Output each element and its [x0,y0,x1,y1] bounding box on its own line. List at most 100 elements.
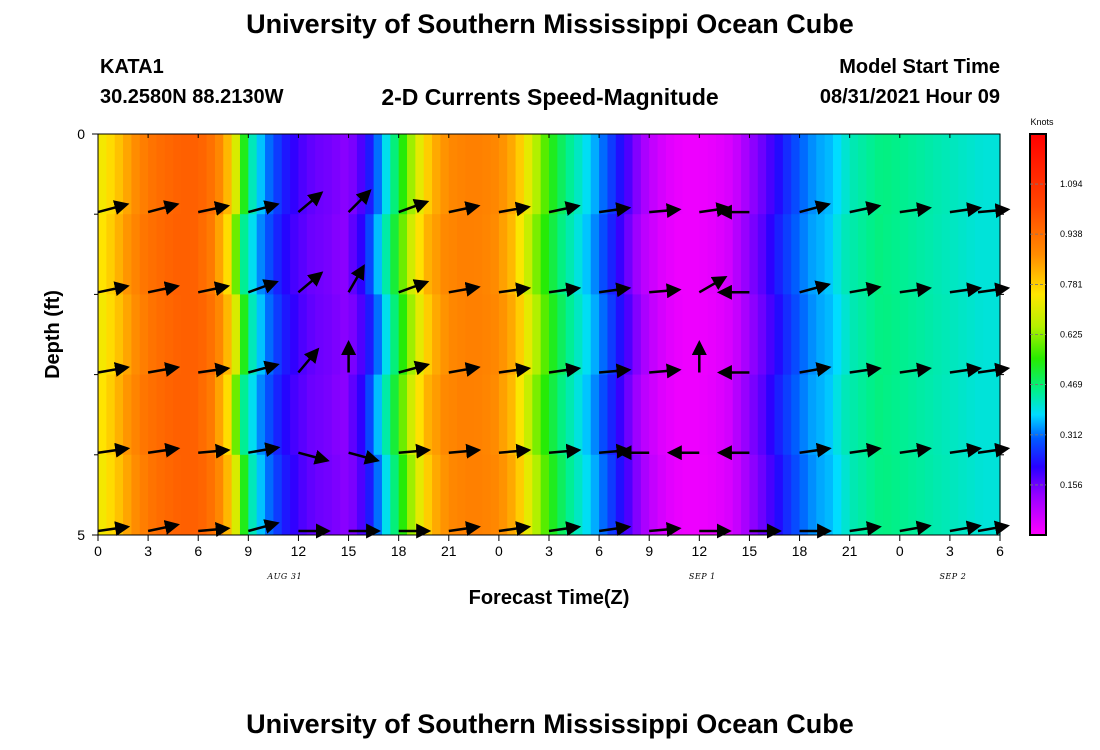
heat-cell [916,214,926,295]
current-vector [598,282,632,298]
heat-cell [498,134,508,215]
current-vector [949,442,983,458]
heat-cell [390,134,400,215]
heat-cell [398,294,408,375]
heat-cell [173,454,183,536]
heat-cell [507,214,517,295]
heat-cell [189,214,199,295]
current-vector [849,362,882,378]
heat-cell [515,134,525,215]
heat-cell [206,134,216,215]
heat-cell [674,134,684,215]
heat-cell [983,294,993,375]
heat-cell [231,294,241,375]
current-vector [899,442,932,458]
heat-cell [883,134,893,215]
current-vector [197,281,231,297]
model-start-time: 08/31/2021 Hour 09 [819,86,1000,108]
heat-cell [799,454,809,536]
axes: 0 3 6 9 12 15 18 21 0 3 6 9 12 15 18 21 0 3 6 AUG 31 SEP 1 SE… [77,126,1004,581]
heat-cell [540,134,550,215]
heat-cell [306,454,316,536]
heat-cell [231,134,241,215]
heat-cell [933,374,943,456]
heat-cell [841,454,851,536]
heat-cell [766,214,776,295]
heat-cell [682,454,692,536]
heat-cell [256,374,266,456]
heat-cell [899,454,909,536]
heat-cell [290,454,300,536]
heat-cell [858,454,867,536]
heat-cell [966,454,976,536]
current-vector [849,281,882,297]
heat-cell [98,374,107,456]
heat-cell [974,294,984,375]
heat-cell [782,374,792,456]
heat-cell [958,374,968,456]
heat-cell [916,374,926,456]
heat-cell [482,374,492,456]
heat-cell [741,134,751,215]
heat-cell [665,214,675,295]
heat-cell [189,374,199,456]
heat-cell [674,294,684,375]
heat-cell [432,454,442,536]
chart-title-bottom: University of Southern Mississippi Ocean… [246,709,854,739]
heat-cell [440,294,450,375]
heat-cell [507,454,517,536]
current-vector [248,442,281,458]
current-vector [147,520,180,535]
heat-cell [874,134,884,215]
x-tick-label: 18 [391,543,407,559]
current-vector [498,282,532,298]
heat-cell [916,134,926,215]
heat-cell [540,374,550,456]
heat-cell [841,374,851,456]
heat-cell [181,294,191,375]
heat-cell [766,374,776,456]
heat-cell [440,374,450,456]
heat-cell [523,294,533,375]
heat-cell [883,214,893,295]
heat-cell [465,294,475,375]
heat-cell [716,454,725,536]
heat-cell [540,294,550,375]
heat-cell [791,134,801,215]
heat-cell [582,214,592,295]
heat-cell [198,454,208,536]
heat-cell [574,134,584,215]
heat-cell [198,294,208,375]
heat-cell [974,214,984,295]
x-tick-label: 3 [144,543,152,559]
heat-cell [682,374,692,456]
heat-cell [131,214,141,295]
heat-cell [473,214,483,295]
heat-cell [974,134,984,215]
heat-cell [482,454,492,536]
heat-cell [298,374,308,456]
heat-cell [465,454,475,536]
current-vector [297,191,324,214]
current-vector [448,201,481,216]
heat-cell [624,374,634,456]
x-tick-label: 12 [291,543,307,559]
heat-cell [331,454,341,536]
heat-cell [657,294,667,375]
heat-cell [306,214,316,295]
heat-cell [858,214,867,295]
current-vector [548,521,582,536]
heat-cell [941,454,951,536]
heat-cell [741,374,751,456]
chart-subtitle: 2-D Currents Speed-Magnitude [381,84,719,110]
heat-cell [924,214,934,295]
heat-cell [599,134,609,215]
heat-cell [665,294,675,375]
current-vector [147,200,180,215]
heat-cell [373,214,383,295]
current-vector [849,201,882,216]
heat-cell [173,134,183,215]
heat-cell [908,134,918,215]
heat-cell [490,374,500,456]
y-tick-label: 5 [77,527,85,543]
